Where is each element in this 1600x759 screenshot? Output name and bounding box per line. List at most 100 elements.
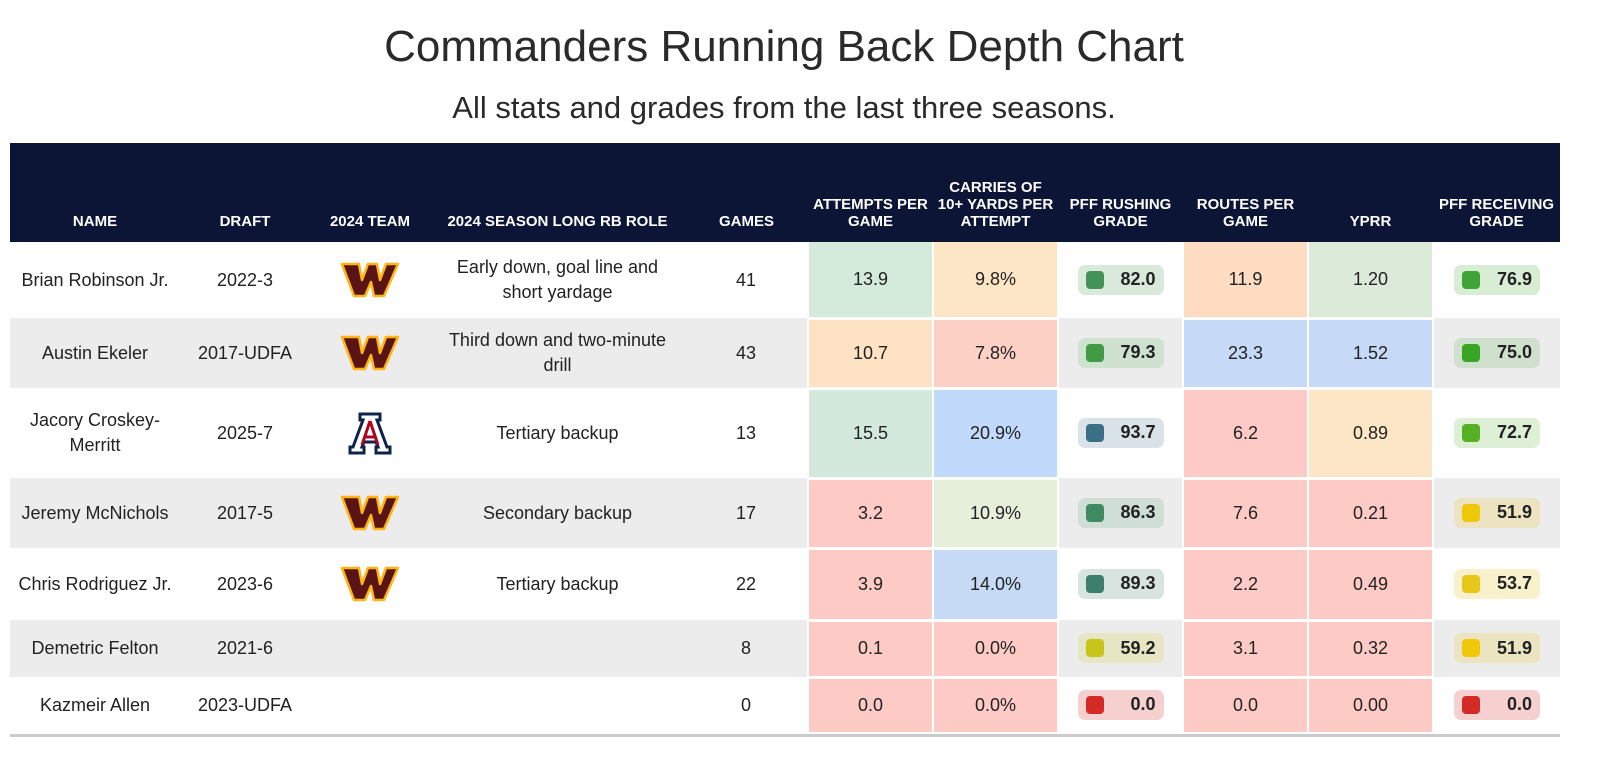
rb-role (430, 620, 685, 677)
column-header[interactable]: PFF RECEIVING GRADE (1433, 143, 1560, 242)
table-row: Kazmeir Allen 2023-UDFA 0 0.0 0.0% 0.0 0.0 0.00… (10, 677, 1560, 735)
games: 0 (740, 694, 751, 715)
grade-color-icon (1462, 423, 1480, 442)
team-logo-cell (310, 677, 430, 733)
column-header[interactable]: ROUTES PER GAME (1183, 143, 1308, 242)
player-name: Jacory Croskey-Merritt (29, 410, 161, 455)
pff-rushing-grade-badge: 89.3 (1077, 568, 1164, 599)
page-title: Commanders Running Back Depth Chart (384, 22, 1184, 71)
pff-rushing-grade-cell: 86.3 (1058, 478, 1183, 548)
grade-color-icon (1462, 574, 1480, 593)
carries-10-plus: 14.0% (932, 548, 1059, 622)
pff-receiving-grade-badge: 76.9 (1454, 264, 1540, 295)
routes-per-game: 2.2 (1182, 548, 1309, 622)
grade-color-icon (1462, 503, 1480, 522)
pff-receiving-grade-value: 0.0 (1506, 694, 1532, 714)
attempts-per-game: 0.0 (807, 677, 934, 735)
yprr: 0.89 (1307, 388, 1434, 480)
pff-receiving-grade-value: 51.9 (1496, 637, 1532, 658)
games: 13 (735, 422, 757, 443)
player-name: Brian Robinson Jr. (21, 269, 169, 290)
attempts-per-game: 3.9 (807, 548, 934, 622)
grade-color-icon (1462, 695, 1480, 714)
grade-color-icon (1085, 343, 1104, 362)
pff-rushing-grade-cell: 93.7 (1058, 388, 1183, 478)
routes-per-game: 6.2 (1182, 388, 1309, 480)
carries-10-plus: 7.8% (932, 318, 1059, 390)
grade-color-icon (1085, 270, 1104, 289)
routes-per-game: 0.0 (1182, 677, 1309, 735)
carries-10-plus: 9.8% (932, 242, 1059, 320)
yprr: 0.21 (1307, 478, 1434, 550)
table-row: Demetric Felton 2021-6 8 0.1 0.0% 59.2 3.1 0.32… (10, 620, 1560, 679)
carries-10-plus: 10.9% (932, 478, 1059, 550)
rb-role: Tertiary backup (496, 422, 619, 443)
rb-role: Tertiary backup (496, 573, 619, 594)
attempts-per-game: 0.1 (807, 620, 934, 679)
grade-color-icon (1462, 343, 1480, 362)
pff-receiving-grade-value: 75.0 (1496, 342, 1532, 362)
pff-receiving-grade-badge: 75.0 (1454, 337, 1540, 368)
table-row: Jacory Croskey-Merritt 2025-7 Tertiary bac… (10, 388, 1560, 480)
player-name: Jeremy McNichols (10, 478, 180, 548)
column-header[interactable]: 2024 TEAM (310, 143, 430, 242)
grade-color-icon (1462, 270, 1480, 289)
draft-info: 2022-3 (216, 269, 274, 290)
games: 8 (685, 620, 808, 677)
column-header[interactable]: YPRR (1308, 143, 1433, 242)
pff-rushing-grade-badge: 0.0 (1077, 689, 1164, 720)
table-row: Chris Rodriguez Jr. 2023-6 Tertiary backup… (10, 548, 1560, 622)
table-row: Jeremy McNichols 2017-5 Secondary backup 17… (10, 478, 1560, 550)
grade-color-icon (1085, 695, 1104, 714)
column-header[interactable]: ATTEMPTS PER GAME (808, 143, 933, 242)
column-header[interactable]: CARRIES OF 10+ YARDS PER ATTEMPT (933, 143, 1058, 242)
pff-rushing-grade-cell: 82.0 (1058, 242, 1183, 318)
pff-receiving-grade-cell: 72.7 (1433, 388, 1560, 478)
yprr: 1.52 (1307, 318, 1434, 390)
column-header[interactable]: DRAFT (180, 143, 310, 242)
column-header[interactable]: PFF RUSHING GRADE (1058, 143, 1183, 242)
games: 43 (685, 318, 808, 388)
table-row: Brian Robinson Jr. 2022-3 Early down, goal… (10, 242, 1560, 320)
pff-receiving-grade-value: 76.9 (1496, 269, 1532, 289)
pff-rushing-grade-value: 93.7 (1120, 422, 1156, 442)
column-header[interactable]: 2024 SEASON LONG RB ROLE (430, 143, 685, 242)
column-header[interactable]: NAME (10, 143, 180, 242)
pff-receiving-grade-value: 72.7 (1496, 422, 1532, 442)
pff-rushing-grade-badge: 93.7 (1077, 417, 1164, 448)
team-logo-cell (310, 242, 430, 318)
games: 22 (735, 573, 757, 594)
pff-receiving-grade-badge: 53.7 (1454, 568, 1540, 599)
team-logo-cell (310, 388, 430, 478)
pff-rushing-grade-value: 89.3 (1120, 573, 1156, 593)
pff-rushing-grade-value: 59.2 (1120, 637, 1156, 658)
yprr: 0.00 (1307, 677, 1434, 735)
pff-rushing-grade-badge: 82.0 (1077, 264, 1164, 295)
table-row: Austin Ekeler 2017-UDFA Third down and two… (10, 318, 1560, 390)
pff-rushing-grade-value: 79.3 (1120, 342, 1156, 362)
routes-per-game: 11.9 (1182, 242, 1309, 320)
pff-rushing-grade-cell: 89.3 (1058, 548, 1183, 620)
pff-receiving-grade-value: 51.9 (1496, 502, 1532, 522)
draft-info: 2023-UDFA (197, 694, 293, 715)
column-header[interactable]: GAMES (685, 143, 808, 242)
draft-info: 2023-6 (216, 573, 274, 594)
attempts-per-game: 13.9 (807, 242, 934, 320)
grade-color-icon (1085, 639, 1104, 657)
attempts-per-game: 3.2 (807, 478, 934, 550)
team-logo-cell (310, 478, 430, 548)
team-logo-cell (310, 548, 430, 620)
pff-rushing-grade-badge: 59.2 (1077, 633, 1164, 663)
table-bottom-border (10, 734, 1560, 737)
attempts-per-game: 10.7 (807, 318, 934, 390)
pff-rushing-grade-value: 82.0 (1120, 269, 1156, 289)
team-logo-cell (310, 318, 430, 388)
pff-receiving-grade-cell: 51.9 (1433, 478, 1560, 548)
pff-rushing-grade-value: 86.3 (1120, 502, 1156, 522)
commanders-logo-icon (340, 335, 400, 371)
page-subtitle: All stats and grades from the last three… (452, 90, 1116, 125)
carries-10-plus: 0.0% (932, 620, 1059, 679)
games: 17 (685, 478, 808, 548)
player-name: Chris Rodriguez Jr. (18, 573, 172, 594)
rb-role: Third down and two-minute drill (430, 318, 685, 388)
